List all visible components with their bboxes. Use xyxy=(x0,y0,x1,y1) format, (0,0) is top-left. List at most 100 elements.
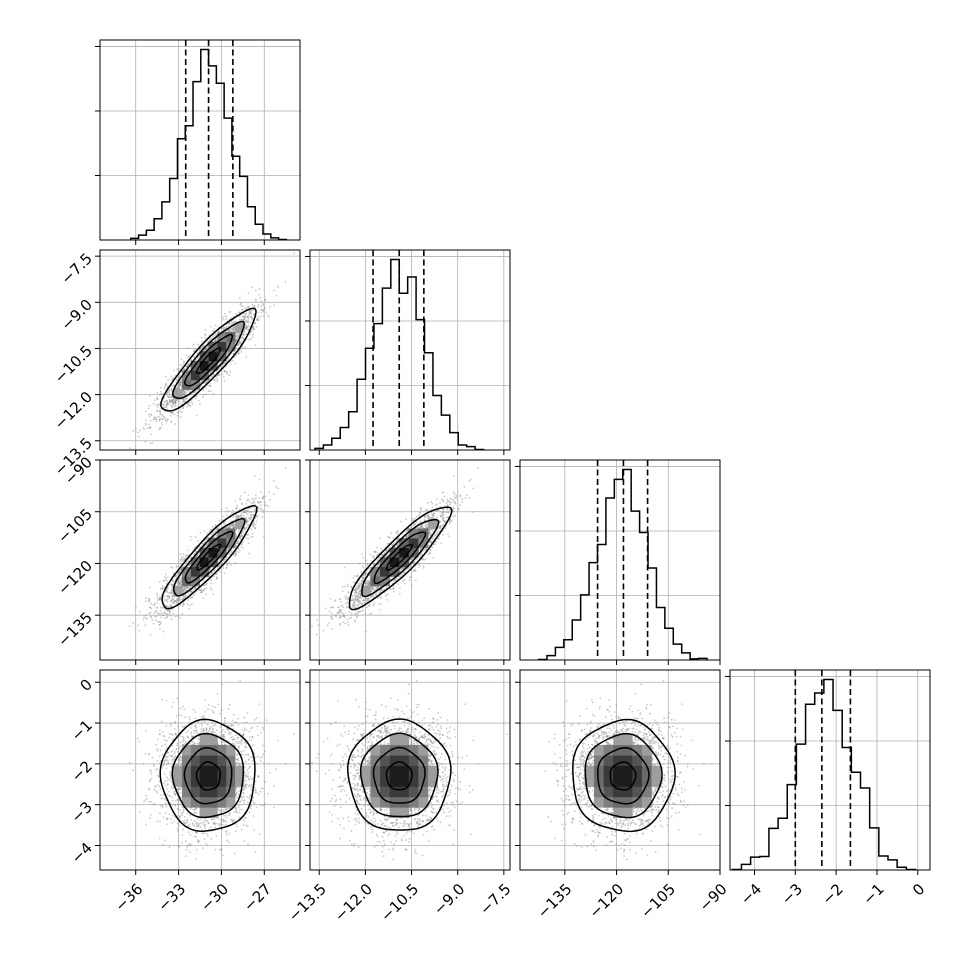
sample-point xyxy=(221,316,224,319)
sample-point xyxy=(182,390,185,393)
sample-point xyxy=(250,286,253,289)
sample-point xyxy=(171,411,174,414)
sample-point xyxy=(202,590,205,592)
sample-point xyxy=(243,527,246,530)
sample-point xyxy=(233,526,235,529)
sample-point xyxy=(165,605,168,608)
sample-point xyxy=(227,329,230,331)
sample-point xyxy=(164,383,167,386)
sample-point xyxy=(227,548,230,551)
sample-point xyxy=(156,409,159,412)
sample-point xyxy=(252,328,255,331)
sample-point xyxy=(144,440,147,443)
sample-point xyxy=(209,390,212,392)
sample-point xyxy=(168,592,171,595)
sample-point xyxy=(171,396,174,398)
sample-point xyxy=(164,617,167,620)
sample-point xyxy=(209,337,212,340)
sample-point xyxy=(175,600,178,603)
sample-point xyxy=(152,402,155,405)
sample-point xyxy=(187,586,190,589)
sample-point xyxy=(159,587,162,590)
sample-point xyxy=(214,339,217,342)
sample-point xyxy=(237,529,240,531)
sample-point xyxy=(207,390,210,393)
sample-point xyxy=(181,605,184,608)
sample-point xyxy=(184,587,187,590)
sample-point xyxy=(174,401,177,404)
sample-point xyxy=(245,319,248,322)
sample-point xyxy=(244,527,247,530)
sample-point xyxy=(179,597,182,600)
sample-point xyxy=(159,418,162,420)
sample-point xyxy=(171,591,174,593)
sample-point xyxy=(218,526,220,528)
sample-point xyxy=(178,383,181,386)
sample-point xyxy=(209,325,212,328)
sample-point xyxy=(184,594,187,597)
sample-point xyxy=(174,400,177,403)
sample-point xyxy=(215,578,218,580)
sample-point xyxy=(260,300,263,303)
sample-point xyxy=(157,620,159,623)
sample-point xyxy=(252,333,255,336)
sample-point xyxy=(186,365,188,368)
sample-point xyxy=(235,339,238,342)
sample-point xyxy=(256,318,259,320)
sample-point xyxy=(164,604,167,607)
sample-point xyxy=(262,310,265,313)
sample-point xyxy=(174,615,177,618)
sample-point xyxy=(179,598,181,601)
sample-point xyxy=(256,515,259,518)
sample-point xyxy=(167,605,169,608)
sample-point xyxy=(148,600,151,603)
sample-point xyxy=(192,343,195,346)
sample-point xyxy=(180,384,183,387)
sample-point xyxy=(221,373,224,376)
sample-point xyxy=(227,547,229,550)
sample-point xyxy=(198,552,201,554)
sample-point xyxy=(235,545,238,548)
sample-point xyxy=(134,606,137,609)
sample-point xyxy=(249,514,252,517)
sample-point xyxy=(178,596,181,599)
sample-point xyxy=(186,364,189,367)
sample-point xyxy=(197,357,200,359)
sample-point xyxy=(155,404,157,407)
sample-point xyxy=(244,320,247,322)
sample-point xyxy=(216,379,219,381)
sample-point xyxy=(245,326,248,328)
sample-point xyxy=(128,447,131,449)
sample-point xyxy=(211,330,214,333)
sample-point xyxy=(159,411,162,413)
sample-point xyxy=(170,591,172,593)
sample-point xyxy=(239,304,242,306)
sample-point xyxy=(241,503,244,506)
sample-point xyxy=(247,320,250,322)
sample-point xyxy=(262,304,265,307)
sample-point xyxy=(166,595,169,598)
sample-point xyxy=(148,413,151,416)
sample-point xyxy=(246,510,249,513)
sample-point xyxy=(170,600,173,602)
sample-point xyxy=(159,609,162,612)
sample-point xyxy=(204,348,207,351)
sample-point xyxy=(169,404,172,406)
sample-point xyxy=(252,325,255,328)
sample-point xyxy=(191,596,194,599)
sample-point xyxy=(188,604,191,607)
panel-2-0: −135−120−105−90 xyxy=(54,453,301,665)
sample-point xyxy=(142,618,145,621)
sample-point xyxy=(232,522,235,525)
sample-point xyxy=(158,415,161,418)
sample-point xyxy=(247,315,250,318)
sample-point xyxy=(246,315,248,318)
sample-point xyxy=(236,504,239,507)
sample-point xyxy=(246,305,249,308)
sample-point xyxy=(249,331,252,333)
density-cell xyxy=(199,351,209,362)
sample-point xyxy=(169,591,171,594)
sample-point xyxy=(205,543,208,546)
sample-point xyxy=(244,312,247,315)
sample-point xyxy=(174,401,176,404)
